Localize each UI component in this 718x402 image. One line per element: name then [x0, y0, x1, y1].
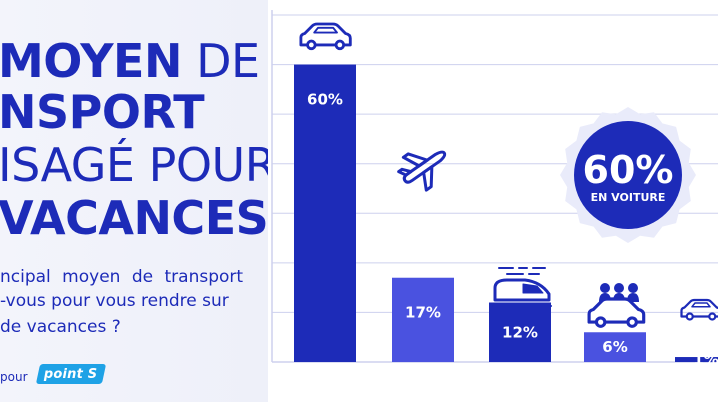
badge-circle	[574, 121, 682, 229]
question-line-3: de vacances ?	[0, 317, 121, 337]
bar-value-label: 12%	[502, 323, 538, 341]
title-line-2: NSPORT	[0, 85, 205, 139]
highlight-badge: 60% EN VOITURE	[560, 107, 696, 243]
bar-4	[584, 332, 646, 362]
question-line-1: ncipal moyen de transport	[0, 267, 244, 287]
plane-icon	[397, 150, 447, 192]
chart-icons	[299, 22, 718, 328]
bar-2	[392, 277, 454, 362]
train-icon	[492, 267, 552, 307]
carpool-icon	[587, 283, 646, 328]
bar-value-label: 17%	[405, 304, 441, 322]
left-panel: MOYEN DE NSPORT ISAGÉ POUR VACANCES ncip…	[0, 0, 268, 402]
title-line-4: VACANCES	[0, 191, 268, 245]
bar-value-label: 1%	[693, 351, 718, 369]
question-line-2: -vous pour vous rendre sur	[0, 291, 229, 311]
bar-value-label: 6%	[602, 338, 627, 356]
footer-pour-text: pour	[0, 370, 28, 384]
badge-value: 60%	[583, 148, 674, 192]
bar-1	[294, 64, 356, 363]
bar-5	[675, 357, 718, 362]
car-icon	[680, 298, 718, 321]
badge-label: EN VOITURE	[591, 191, 666, 204]
title-line-1: MOYEN DE	[0, 34, 260, 88]
bar-3	[489, 302, 551, 362]
title-line-3: ISAGÉ POUR	[0, 138, 268, 192]
chart-bars: 60% 17% 12% 6% 1%	[294, 64, 718, 369]
bar-value-label: 60%	[307, 91, 343, 109]
car-icon	[299, 22, 352, 51]
